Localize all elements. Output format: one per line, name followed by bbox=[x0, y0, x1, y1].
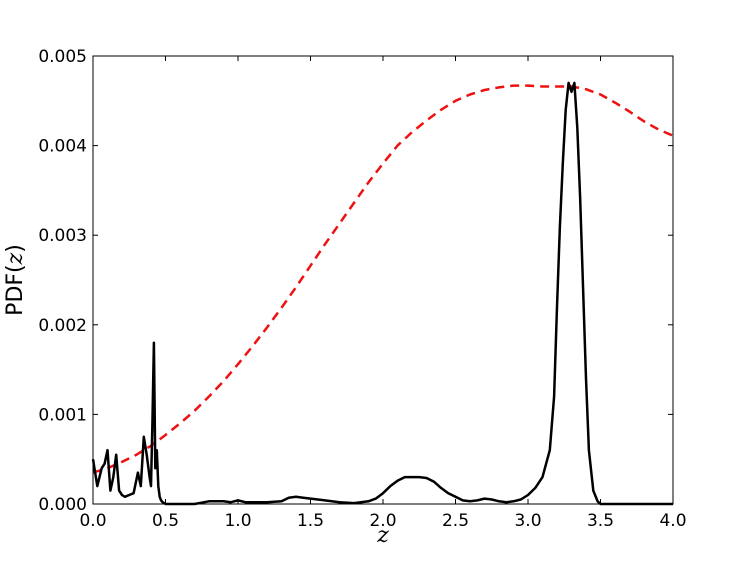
tick-layer: 0.0 0.5 1.0 1.5 2.0 2.5 3.0 3.5 4.0 0.000 0.001 0.0… bbox=[38, 47, 686, 531]
y-tick-label: 0.000 bbox=[38, 495, 87, 515]
y-axis-label-var: z bbox=[3, 252, 28, 265]
y-tick-label: 0.005 bbox=[38, 47, 87, 67]
y-axis-label-suffix: ) bbox=[3, 244, 28, 253]
y-tick-label: 0.003 bbox=[38, 226, 87, 246]
x-tick-label: 4.0 bbox=[659, 511, 686, 531]
x-tick-label: 3.5 bbox=[587, 511, 614, 531]
x-tick-label: 2.0 bbox=[369, 511, 396, 531]
y-tick-label: 0.002 bbox=[38, 316, 87, 336]
x-tick-label: 1.5 bbox=[297, 511, 324, 531]
x-tick-label: 2.5 bbox=[442, 511, 469, 531]
series-layer bbox=[91, 81, 674, 506]
series-line-solid bbox=[91, 81, 673, 506]
series-line-dashed bbox=[92, 84, 674, 474]
y-axis-label: PDF(z) bbox=[3, 244, 28, 316]
x-tick-label: 0.0 bbox=[79, 511, 106, 531]
x-tick-label: 1.0 bbox=[224, 511, 251, 531]
y-tick-label: 0.001 bbox=[38, 405, 87, 425]
x-tick-label: 0.5 bbox=[152, 511, 179, 531]
y-tick-label: 0.004 bbox=[38, 137, 87, 157]
x-axis-label: z bbox=[376, 523, 389, 548]
y-axis-label-prefix: PDF( bbox=[3, 264, 28, 315]
x-tick-label: 3.0 bbox=[514, 511, 541, 531]
